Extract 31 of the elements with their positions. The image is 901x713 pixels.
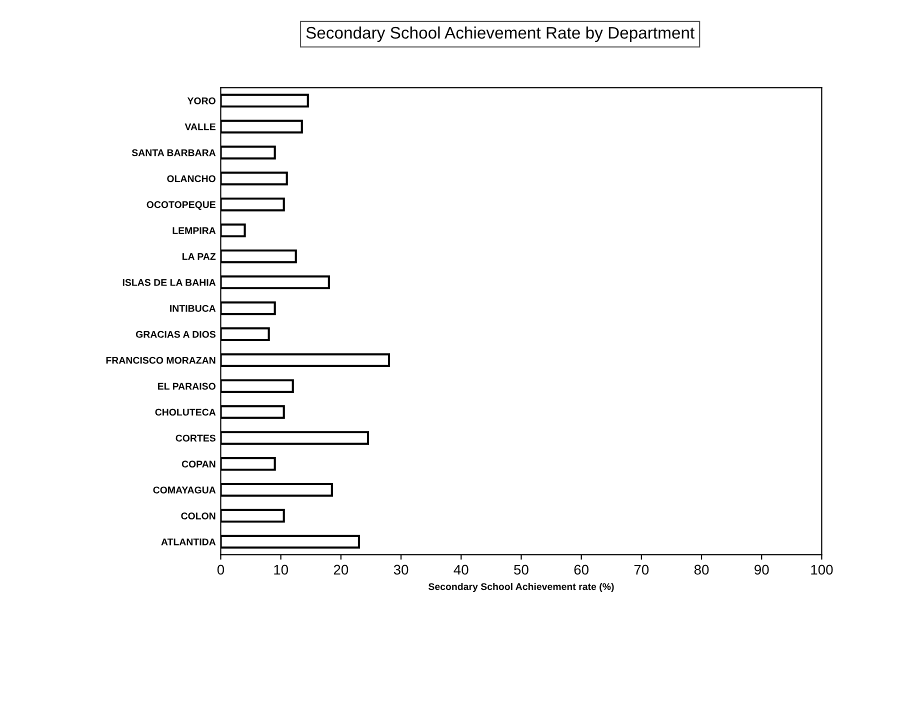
y-tick-label: FRANCISCO MORAZAN xyxy=(106,356,216,364)
y-tick-label: LEMPIRA xyxy=(172,227,216,234)
x-tick-label: 40 xyxy=(454,564,468,575)
x-tick-label: 20 xyxy=(334,564,348,575)
y-tick-label: ATLANTIDA xyxy=(161,538,216,546)
x-tick-label: 0 xyxy=(217,564,224,575)
x-axis-title: Secondary School Achievement rate (%) xyxy=(428,582,614,592)
y-tick-label: LA PAZ xyxy=(182,253,216,260)
y-tick-label: COLON xyxy=(181,512,216,520)
x-tick-label: 90 xyxy=(754,564,769,575)
x-tick-label: 10 xyxy=(274,564,288,575)
y-tick-label: SANTA BARBARA xyxy=(132,149,216,156)
x-tick-label: 100 xyxy=(811,564,833,575)
y-tick-label: GRACIAS A DIOS xyxy=(136,330,216,338)
y-tick-label: OCOTOPEQUE xyxy=(146,201,216,210)
y-tick-label: OLANCHO xyxy=(167,175,216,182)
x-tick-label: 30 xyxy=(394,564,408,575)
y-tick-label: CHOLUTECA xyxy=(155,408,216,416)
y-tick-label: VALLE xyxy=(184,123,216,130)
x-tick-label: 50 xyxy=(514,564,528,575)
x-tick-label: 80 xyxy=(694,564,709,575)
x-tick-label: 70 xyxy=(634,564,649,575)
y-tick-label: YORO xyxy=(187,97,216,104)
y-tick-label: COPAN xyxy=(182,460,216,468)
x-tick-label: 60 xyxy=(574,564,589,575)
y-tick-label: ISLAS DE LA BAHIA xyxy=(122,279,216,286)
y-tick-label: COMAYAGUA xyxy=(153,486,216,494)
y-tick-label: EL PARAISO xyxy=(158,382,216,390)
y-tick-label: INTIBUCA xyxy=(170,304,216,312)
chart-title: Secondary School Achievement Rate by Department xyxy=(306,26,694,42)
y-tick-label: CORTES xyxy=(176,434,216,442)
